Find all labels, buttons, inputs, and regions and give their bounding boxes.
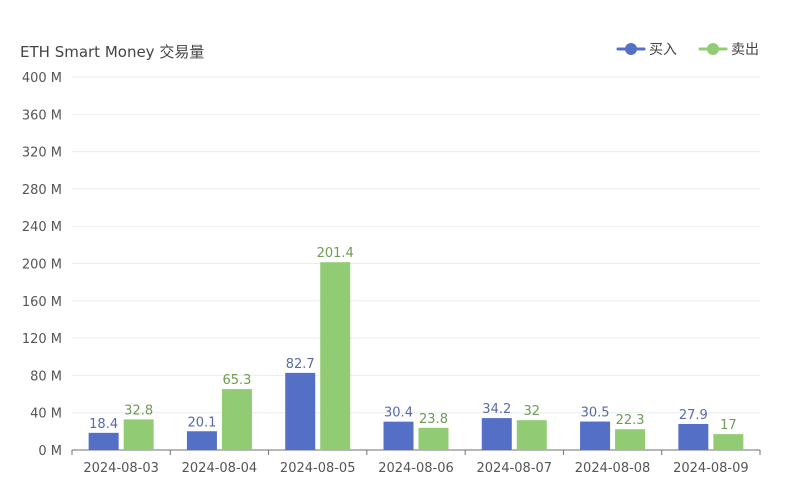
x-tick-label: 2024-08-07 bbox=[477, 461, 553, 476]
y-tick-label: 120 M bbox=[22, 332, 62, 347]
y-tick-label: 80 M bbox=[30, 369, 62, 384]
axes: 0 M 40 M 80 M 120 M 160 M 200 M 240 M 280 M 320 … bbox=[22, 71, 761, 476]
legend-label: 卖出 bbox=[731, 42, 759, 58]
data-label: 32 bbox=[524, 404, 541, 419]
data-label: 30.5 bbox=[581, 406, 610, 421]
y-tick-label: 0 M bbox=[38, 444, 62, 459]
data-label: 20.1 bbox=[187, 415, 216, 430]
legend-circle-marker bbox=[707, 43, 719, 55]
bar-buy[interactable] bbox=[678, 423, 709, 450]
legend-item-buy[interactable]: 买入 bbox=[616, 42, 677, 58]
x-tick-label: 2024-08-06 bbox=[378, 461, 454, 476]
bar-sell[interactable] bbox=[615, 429, 646, 450]
bar-sell[interactable] bbox=[516, 420, 547, 450]
legend[interactable]: 买入 卖出 bbox=[616, 42, 759, 58]
data-label: 27.9 bbox=[679, 408, 708, 423]
data-label: 34.2 bbox=[482, 402, 511, 417]
x-tick-label: 2024-08-09 bbox=[673, 461, 749, 476]
y-tick-label: 320 M bbox=[22, 146, 62, 161]
y-tick-label: 360 M bbox=[22, 108, 62, 123]
bar-sell[interactable] bbox=[123, 419, 154, 450]
bar-buy[interactable] bbox=[186, 431, 217, 450]
x-tick-label: 2024-08-04 bbox=[182, 461, 258, 476]
data-label: 65.3 bbox=[222, 373, 251, 388]
bars bbox=[88, 262, 744, 450]
x-tick-label: 2024-08-03 bbox=[83, 461, 159, 476]
bar-buy[interactable] bbox=[285, 372, 316, 450]
data-label: 18.4 bbox=[89, 417, 118, 432]
grid-lines bbox=[72, 76, 760, 414]
y-tick-label: 40 M bbox=[30, 407, 62, 422]
bar-buy[interactable] bbox=[383, 421, 414, 450]
y-tick-label: 240 M bbox=[22, 220, 62, 235]
x-tick-label: 2024-08-05 bbox=[280, 461, 356, 476]
data-label: 22.3 bbox=[616, 413, 645, 428]
data-label: 201.4 bbox=[317, 246, 354, 261]
data-label: 23.8 bbox=[419, 412, 448, 427]
bar-sell[interactable] bbox=[221, 389, 252, 450]
bar-sell[interactable] bbox=[713, 434, 744, 450]
y-tick-label: 280 M bbox=[22, 183, 62, 198]
y-tick-label: 200 M bbox=[22, 258, 62, 273]
y-tick-label: 400 M bbox=[22, 71, 62, 86]
data-label: 82.7 bbox=[286, 357, 315, 372]
data-label: 17 bbox=[720, 418, 737, 433]
y-tick-label: 160 M bbox=[22, 295, 62, 310]
bar-buy[interactable] bbox=[88, 432, 119, 450]
bar-buy[interactable] bbox=[580, 421, 611, 450]
data-label: 32.8 bbox=[124, 403, 153, 418]
legend-circle-marker bbox=[625, 43, 637, 55]
bar-buy[interactable] bbox=[481, 418, 512, 450]
bar-sell[interactable] bbox=[320, 262, 351, 450]
x-tick-label: 2024-08-08 bbox=[575, 461, 651, 476]
legend-item-sell[interactable]: 卖出 bbox=[698, 42, 759, 58]
bar-sell[interactable] bbox=[418, 427, 449, 450]
data-labels: 18.4 20.1 82.7 30.4 34.2 30.5 27.9 32.8 65.3 201.… bbox=[89, 246, 736, 433]
legend-label: 买入 bbox=[649, 42, 677, 58]
chart-title: ETH Smart Money 交易量 bbox=[20, 43, 204, 61]
data-label: 30.4 bbox=[384, 406, 413, 421]
